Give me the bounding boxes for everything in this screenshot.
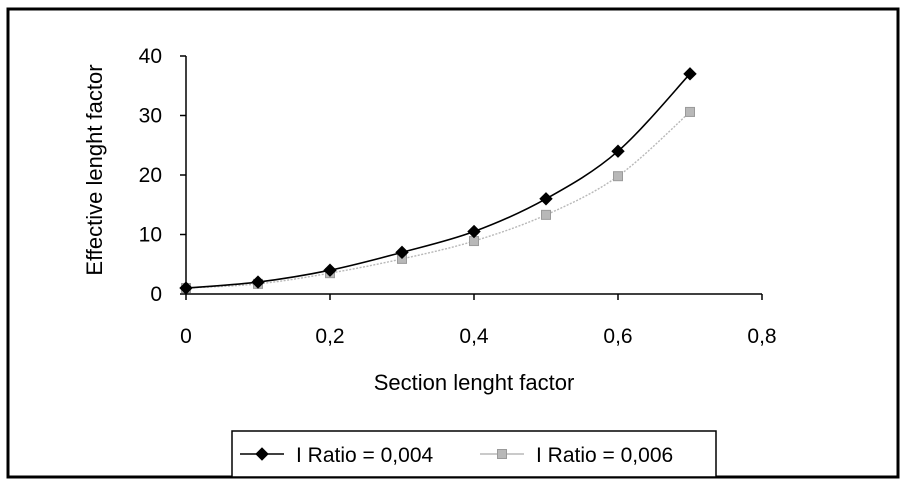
series-1 bbox=[179, 67, 697, 295]
data-point bbox=[467, 224, 481, 239]
outer-border bbox=[6, 7, 900, 479]
legend-marker bbox=[497, 449, 507, 459]
series-layer bbox=[179, 67, 697, 295]
x-tick-labels: 0 0,2 0,4 0,6 0,8 bbox=[180, 325, 776, 348]
x-tick-label: 0,6 bbox=[603, 325, 632, 348]
data-point bbox=[613, 171, 623, 182]
data-point bbox=[685, 106, 695, 117]
data-point bbox=[683, 67, 697, 81]
plot-axes bbox=[180, 55, 763, 300]
data-point bbox=[541, 209, 551, 220]
legend-marker bbox=[255, 447, 269, 461]
x-tick-label: 0,4 bbox=[459, 325, 489, 348]
y-tick-labels: 0 10 20 30 40 bbox=[139, 45, 162, 306]
x-tick-label: 0,2 bbox=[315, 325, 344, 348]
data-point bbox=[611, 144, 625, 158]
y-tick-label: 30 bbox=[139, 105, 162, 128]
legend-label: I Ratio = 0,004 bbox=[296, 444, 433, 467]
x-tick-label: 0,8 bbox=[747, 325, 776, 348]
data-point bbox=[395, 245, 409, 260]
y-tick-label: 20 bbox=[139, 164, 162, 187]
legend: I Ratio = 0,004 I Ratio = 0,006 bbox=[231, 430, 717, 478]
legend-label: I Ratio = 0,006 bbox=[536, 444, 673, 467]
y-tick-label: 10 bbox=[139, 224, 162, 247]
data-point bbox=[323, 263, 337, 277]
data-point bbox=[539, 192, 553, 206]
legend-box bbox=[231, 430, 717, 478]
x-tick-label: 0 bbox=[180, 325, 192, 348]
y-axis-label: Effective lenght factor bbox=[82, 64, 107, 275]
data-point bbox=[179, 281, 193, 295]
y-tick-label: 0 bbox=[150, 283, 162, 306]
data-point bbox=[251, 275, 265, 289]
y-tick-label: 40 bbox=[139, 45, 162, 68]
x-axis-label: Section lenght factor bbox=[374, 370, 575, 395]
